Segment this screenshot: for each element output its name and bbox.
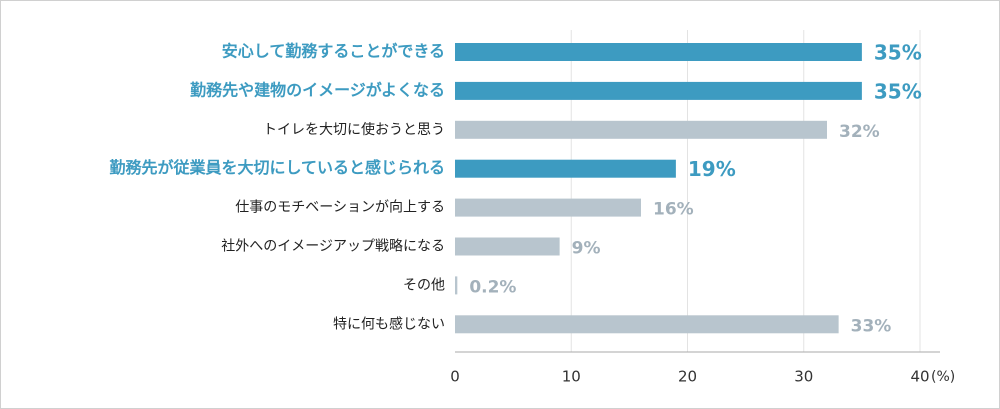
x-tick-label: 40 [910, 368, 929, 386]
bar [455, 120, 827, 139]
value-label: 33% [851, 316, 892, 336]
x-tick-label: 30 [794, 368, 813, 386]
category-label: その他 [403, 277, 445, 293]
bar [455, 198, 641, 217]
value-label: 35% [874, 79, 922, 103]
x-tick-label: 10 [562, 368, 581, 386]
x-unit: (%) [931, 369, 955, 385]
bar [455, 276, 458, 295]
bar [455, 43, 862, 61]
x-tick-label: 20 [678, 368, 697, 386]
value-label: 0.2% [469, 277, 516, 297]
category-label: 勤務先や建物のイメージがよくなる [190, 80, 445, 99]
value-label: 16% [653, 200, 694, 220]
category-label: 安心して勤務することができる [222, 42, 445, 61]
value-label: 35% [874, 41, 922, 65]
category-label: 社外へのイメージアップ戦略になる [221, 239, 445, 255]
value-label: 9% [572, 239, 601, 259]
category-label: 勤務先が従業員を大切にしていると感じられる [109, 158, 445, 177]
value-label: 32% [839, 122, 880, 142]
value-label: 19% [688, 157, 736, 181]
bar [455, 315, 839, 334]
category-label: トイレを大切に使おうと思う [263, 121, 445, 138]
x-tick-label: 0 [450, 368, 460, 386]
bar [455, 81, 862, 100]
category-label: 仕事のモチベーションが向上する [235, 200, 445, 216]
category-label: 特に何も感じない [333, 315, 445, 332]
bar [455, 159, 676, 178]
bar [455, 237, 560, 256]
